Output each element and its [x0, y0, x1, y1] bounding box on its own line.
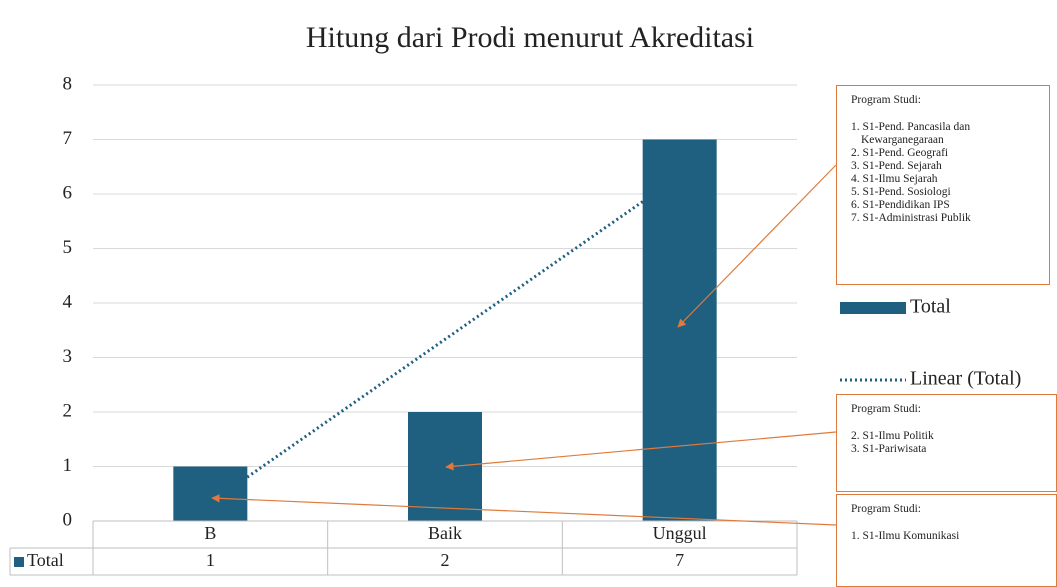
callout: Program Studi: 1. S1-Pend. Pancasila dan …	[836, 85, 1050, 285]
callout-item: 7. S1-Administrasi Publik	[851, 212, 971, 224]
leader-line	[445, 431, 837, 471]
leader-line	[211, 494, 837, 526]
table-value: 1	[206, 550, 215, 570]
leader-lines	[211, 164, 837, 526]
x-tick-label: Baik	[428, 523, 462, 543]
callout: Program Studi: 1. S1-Ilmu Komunikasi	[836, 494, 1057, 587]
y-tick-label: 5	[63, 237, 73, 258]
y-tick-label: 6	[63, 182, 73, 203]
x-tick-label: B	[204, 523, 216, 543]
y-tick-label: 3	[63, 346, 73, 367]
y-tick-label: 2	[63, 400, 73, 421]
table-value: 7	[675, 550, 684, 570]
legend-label: Total	[910, 296, 951, 318]
bar	[173, 466, 248, 521]
y-tick-label: 0	[63, 509, 73, 530]
callout-item: 4. S1-Ilmu Sejarah	[851, 173, 938, 185]
legend-key	[840, 302, 906, 314]
callout: Program Studi: 2. S1-Ilmu Politik 3. S1-Pa…	[836, 394, 1057, 492]
callout-item: 5. S1-Pend. Sosiologi	[851, 186, 951, 198]
callout-title: Program Studi:	[851, 503, 921, 515]
y-tick-label: 7	[63, 128, 73, 149]
callout-list: 2. S1-Ilmu Politik 3. S1-Pariwisata	[851, 430, 1046, 456]
y-tick-label: 8	[63, 73, 73, 94]
table-legend-key	[14, 557, 24, 567]
callout-item: 6. S1-Pendidikan IPS	[851, 199, 950, 211]
leader-line	[677, 164, 837, 328]
callout-item: 3. S1-Pend. Sejarah	[851, 160, 942, 172]
x-tick-label: Unggul	[653, 523, 707, 543]
y-tick-label: 4	[63, 291, 73, 312]
callout-list: 1. S1-Ilmu Komunikasi	[851, 530, 1046, 543]
callout-title: Program Studi:	[851, 94, 921, 106]
callout-item: 2. S1-Pend. Geografi	[851, 147, 949, 159]
callout-item: 1. S1-Pend. Pancasila dan Kewarganegaraa…	[851, 121, 971, 146]
table-value: 2	[441, 550, 450, 570]
table-series-name: Total	[27, 550, 64, 570]
callout-title: Program Studi:	[851, 403, 921, 415]
callout-item: 2. S1-Ilmu Politik	[851, 430, 934, 442]
callout-list: 1. S1-Pend. Pancasila dan Kewarganegaraa…	[851, 121, 1039, 225]
legend-label: Linear (Total)	[910, 368, 1021, 390]
y-tick-label: 1	[63, 455, 73, 476]
chart-title: Hitung dari Prodi menurut Akreditasi	[306, 21, 754, 54]
callout-item: 1. S1-Ilmu Komunikasi	[851, 530, 960, 542]
trendline	[209, 174, 681, 505]
bar	[408, 412, 482, 521]
bar	[642, 139, 717, 521]
callout-item: 3. S1-Pariwisata	[851, 443, 927, 455]
